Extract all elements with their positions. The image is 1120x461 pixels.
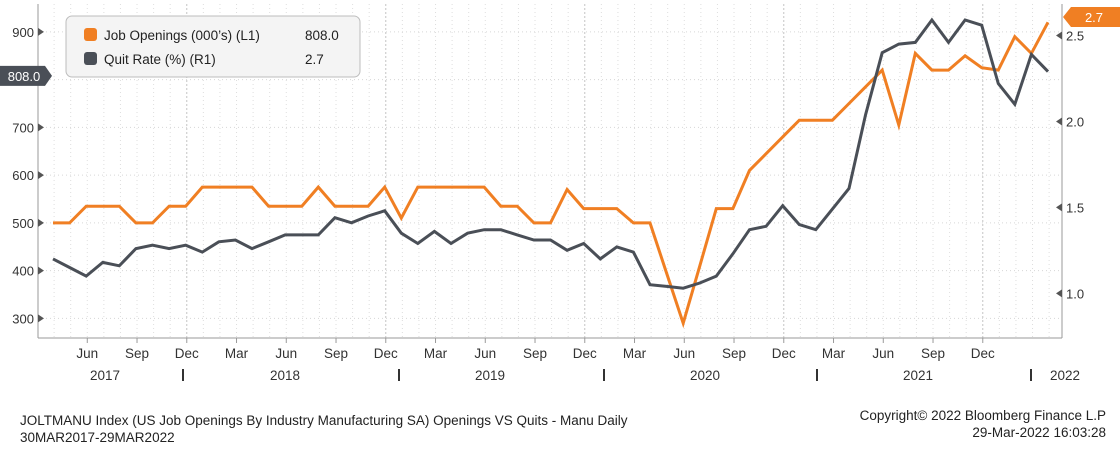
x-axis-year-label: 2020	[690, 368, 720, 383]
chart: 300 400 500 600 700 900 1.0 1.5 2.0 2.5 Jun Sep Dec M…	[0, 4, 1120, 383]
left-axis-tick-marker	[38, 27, 44, 36]
right-axis-tick-marker	[1056, 31, 1062, 40]
left-axis-tick-marker	[38, 171, 44, 180]
left-axis-tick-label: 300	[12, 311, 34, 326]
series-lines	[52, 17, 1050, 329]
left-axis-tick-marker	[38, 266, 44, 275]
quit-rate-last-value-label: 2.7	[1085, 10, 1103, 25]
x-axis-month-label: Jun	[76, 346, 98, 361]
x-axis-month-label: Dec	[175, 346, 199, 361]
quit-rate-legend-label: Quit Rate (%) (R1)	[104, 52, 216, 67]
x-axis-month-label: Dec	[971, 346, 995, 361]
left-axis-tick-label: 500	[12, 216, 34, 231]
left-axis-tick-label: 400	[12, 264, 34, 279]
job-openings-line	[53, 21, 1050, 329]
x-axis-month-label: Mar	[623, 346, 647, 361]
x-axis-month-label: Sep	[125, 346, 149, 361]
quit-rate-legend-value: 2.7	[305, 52, 324, 67]
copyright: Copyright© 2022 Bloomberg Finance L.P	[859, 408, 1106, 423]
right-axis-tick-label: 1.0	[1066, 286, 1084, 301]
job-openings-last-value-tag	[0, 65, 52, 86]
x-axis-year-label: 2022	[1050, 368, 1080, 383]
left-axis-tick-marker	[38, 218, 44, 227]
x-axis-month-label: Sep	[523, 346, 547, 361]
x-axis-month-label: Mar	[225, 346, 249, 361]
quit-rate-line	[52, 17, 1050, 290]
right-axis-tick-marker	[1056, 117, 1062, 126]
x-axis-year-label: 2021	[903, 368, 933, 383]
axes: 300 400 500 600 700 900 1.0 1.5 2.0 2.5 Jun Sep Dec M…	[0, 4, 1120, 383]
job-openings-legend-label: Job Openings (000’s) (L1)	[104, 28, 260, 43]
x-axis-month-label: Dec	[772, 346, 796, 361]
right-axis-tick-label: 1.5	[1066, 200, 1084, 215]
left-axis-tick-label: 700	[12, 120, 34, 135]
x-axis-month-label: Jun	[872, 346, 894, 361]
legend[interactable]: Job Openings (000’s) (L1) 808.0 Quit Rate …	[65, 15, 361, 78]
job-openings-last-value-label: 808.0	[8, 69, 41, 84]
x-axis-year-label: 2019	[475, 368, 505, 383]
right-axis-tick-marker	[1056, 289, 1062, 298]
chart-title: JOLTMANU Index (US Job Openings By Indus…	[20, 413, 628, 428]
left-axis-tick-marker	[38, 314, 44, 323]
x-axis-month-label: Sep	[324, 346, 348, 361]
x-axis-month-label: Jun	[474, 346, 496, 361]
x-axis-month-label: Sep	[722, 346, 746, 361]
job-openings-legend-swatch	[84, 28, 97, 41]
x-axis-month-label: Jun	[673, 346, 695, 361]
x-axis-month-label: Mar	[424, 346, 448, 361]
x-axis-month-label: Dec	[374, 346, 398, 361]
legend-box	[65, 15, 361, 78]
x-axis-month-label: Dec	[573, 346, 597, 361]
right-axis-tick-marker	[1056, 203, 1062, 212]
x-axis-year-label: 2017	[90, 368, 120, 383]
left-axis-tick-label: 900	[12, 25, 34, 40]
right-axis-tick-label: 2.5	[1066, 29, 1084, 44]
quit-rate-last-value-tag	[1063, 7, 1120, 27]
x-axis-month-label: Jun	[275, 346, 297, 361]
x-axis-year-label: 2018	[270, 368, 300, 383]
timestamp: 29-Mar-2022 16:03:28	[972, 425, 1106, 440]
x-axis-month-label: Mar	[822, 346, 846, 361]
job-openings-legend-value: 808.0	[305, 28, 339, 43]
date-range: 30MAR2017-29MAR2022	[20, 430, 175, 445]
x-axis-month-label: Sep	[921, 346, 945, 361]
right-axis-tick-label: 2.0	[1066, 114, 1084, 129]
left-axis-tick-label: 600	[12, 168, 34, 183]
quit-rate-legend-swatch	[84, 52, 97, 65]
left-axis-tick-marker	[38, 123, 44, 132]
